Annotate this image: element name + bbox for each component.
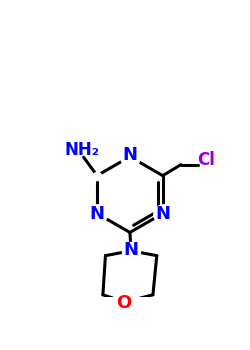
Text: N: N (90, 204, 104, 223)
Text: N: N (155, 205, 170, 223)
Text: NH₂: NH₂ (65, 141, 100, 160)
Text: Cl: Cl (197, 151, 215, 169)
Text: O: O (116, 294, 131, 312)
Text: N: N (122, 146, 138, 164)
Text: N: N (124, 241, 138, 259)
